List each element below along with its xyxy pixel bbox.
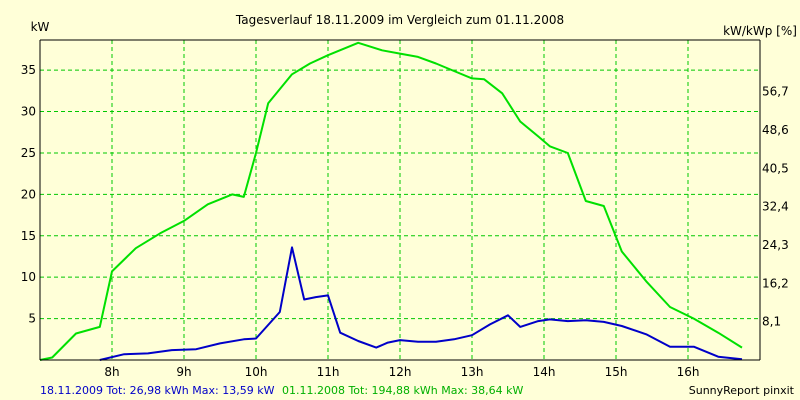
y-tick-label-left: 35 xyxy=(21,63,36,77)
tick-labels: 5 10 15 20 25 30 35 8h 9h 10h 11h 12h 13h 14h 15h 16h 8,… xyxy=(21,63,789,379)
x-tick-label: 15h xyxy=(605,365,628,379)
x-tick-label: 8h xyxy=(104,365,119,379)
x-tick-label: 12h xyxy=(389,365,412,379)
x-tick-label: 9h xyxy=(176,365,191,379)
series-layer xyxy=(39,41,743,361)
x-tick-label: 14h xyxy=(533,365,556,379)
y-axis-label-right: kW/kWp [%] xyxy=(723,24,797,38)
x-tick-label: 11h xyxy=(317,365,340,379)
x-tick-label: 10h xyxy=(245,365,268,379)
y-tick-label-left: 10 xyxy=(21,270,36,284)
y-tick-label-right: 56,7 xyxy=(762,85,789,99)
y-tick-label-left: 30 xyxy=(21,105,36,119)
x-tick-label: 16h xyxy=(677,365,700,379)
y-tick-label-right: 8,1 xyxy=(762,315,781,329)
y-tick-label-right: 16,2 xyxy=(762,276,789,290)
x-tick-label: 13h xyxy=(461,365,484,379)
y-tick-label-left: 5 xyxy=(28,312,36,326)
legend-footer: 18.11.2009 Tot: 26,98 kWh Max: 13,59 kW … xyxy=(40,384,524,397)
y-tick-label-left: 15 xyxy=(21,229,36,243)
credit-text: SunnyReport pinxit xyxy=(689,384,795,397)
y-tick-label-right: 40,5 xyxy=(762,161,789,175)
y-axis-label-left: kW xyxy=(31,20,50,34)
y-tick-label-right: 32,4 xyxy=(762,200,789,214)
y-tick-label-left: 25 xyxy=(21,146,36,160)
y-tick-label-right: 24,3 xyxy=(762,238,789,252)
chart-title: Tagesverlauf 18.11.2009 im Vergleich zum… xyxy=(235,13,564,27)
grid xyxy=(40,40,760,360)
series-line-2 xyxy=(99,246,743,361)
legend-series-blue: 18.11.2009 Tot: 26,98 kWh Max: 13,59 kW xyxy=(40,384,275,397)
series-line-1 xyxy=(39,41,743,361)
y-tick-label-right: 48,6 xyxy=(762,123,789,137)
plot-area xyxy=(40,40,760,360)
y-tick-label-left: 20 xyxy=(21,187,36,201)
legend-series-green: 01.11.2008 Tot: 194,88 kWh Max: 38,64 kW xyxy=(282,384,524,397)
